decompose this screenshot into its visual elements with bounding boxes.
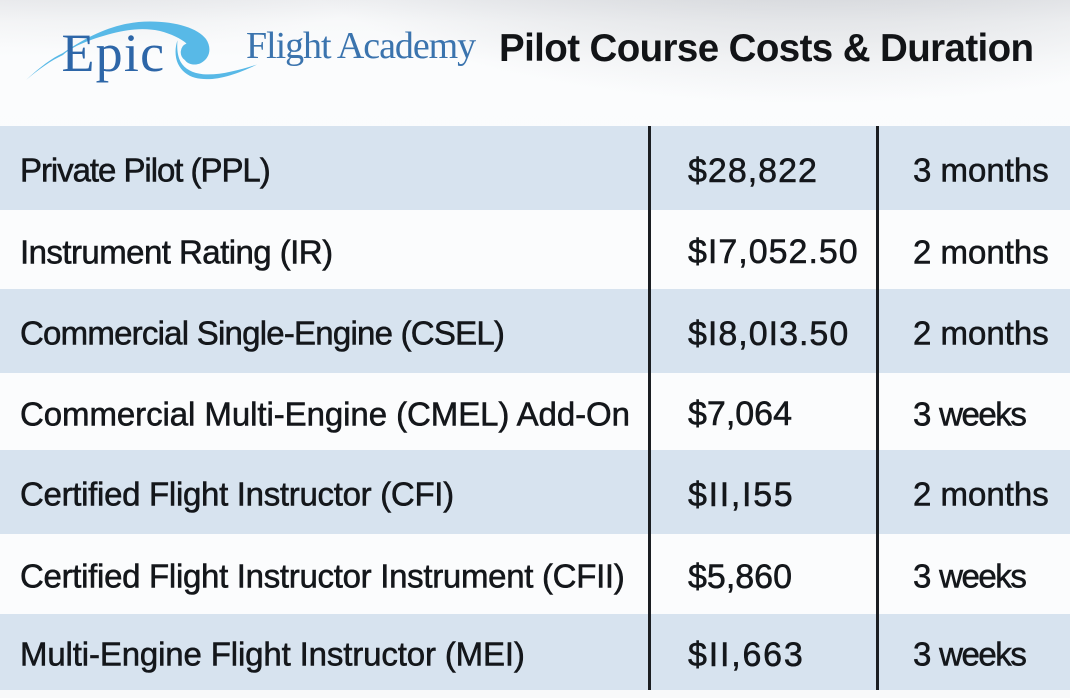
- svg-text:Flight Academy: Flight Academy: [246, 25, 476, 67]
- svg-text:Epic: Epic: [62, 23, 166, 83]
